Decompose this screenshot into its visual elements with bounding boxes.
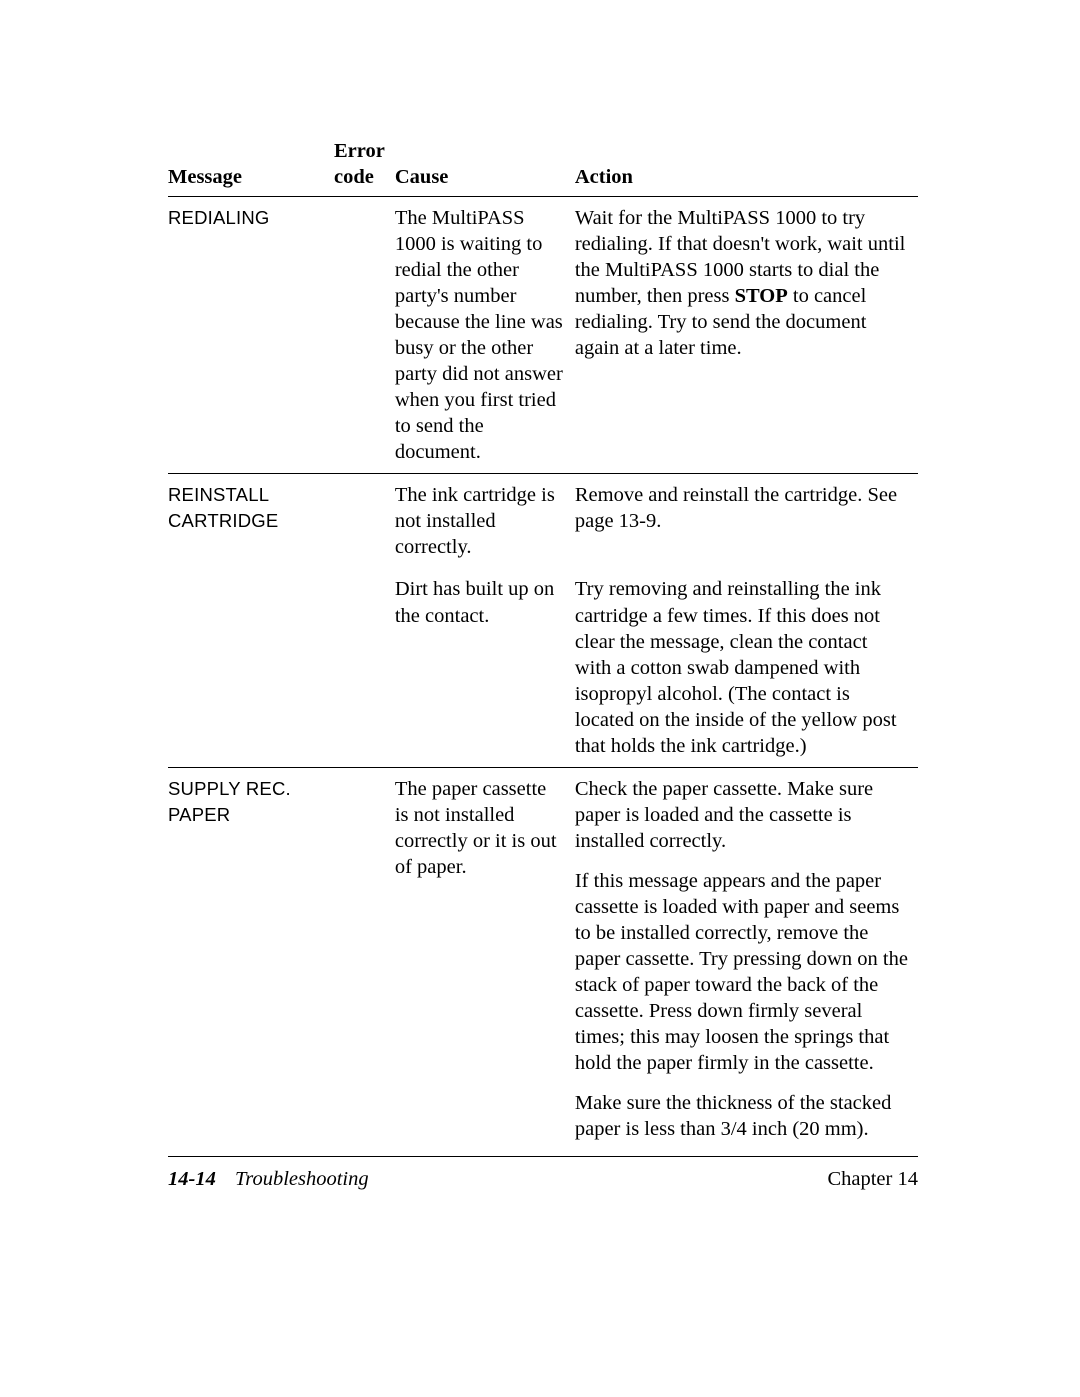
table-row: SUPPLY REC. PAPER The paper cassette is … (168, 768, 918, 1150)
page-content: Message Error code Cause Action REDIALIN… (168, 138, 918, 1150)
action-bold: STOP (735, 285, 788, 307)
hdr-cause: Cause (395, 138, 575, 197)
action-text: If this message appears and the paper ca… (575, 868, 908, 1076)
action-pre: Check the paper cassette. Make sure pape… (575, 778, 873, 852)
table-row: Dirt has built up on the contact. Try re… (168, 568, 918, 767)
table-row: REINSTALL CARTRIDGE The ink cartridge is… (168, 474, 918, 568)
footer-left: 14-14 Troubleshooting (168, 1168, 369, 1191)
hdr-error-code: Error code (334, 138, 395, 197)
action-pre: Make sure the thickness of the stacked p… (575, 1092, 892, 1140)
section-title: Troubleshooting (235, 1168, 369, 1190)
chapter-label: Chapter 14 (827, 1168, 918, 1191)
cause-text: Dirt has built up on the contact. (395, 576, 565, 628)
action-text: Make sure the thickness of the stacked p… (575, 1090, 908, 1142)
page-footer: 14-14 Troubleshooting Chapter 14 (168, 1168, 918, 1191)
footer-rule (168, 1156, 918, 1157)
action-pre: Remove and reinstall the cartridge. See … (575, 484, 897, 532)
action-text: Wait for the MultiPASS 1000 to try redia… (575, 205, 908, 361)
action-pre: If this message appears and the paper ca… (575, 870, 908, 1074)
msg-text: REINSTALL CARTRIDGE (168, 484, 278, 531)
hdr-error-l1: Error (334, 138, 385, 164)
action-text: Remove and reinstall the cartridge. See … (575, 482, 908, 534)
action-text: Try removing and reinstalling the ink ca… (575, 576, 908, 758)
table-header-row: Message Error code Cause Action (168, 138, 918, 197)
error-code (334, 474, 395, 568)
table-row: REDIALING The MultiPASS 1000 is waiting … (168, 197, 918, 474)
cause-text: The MultiPASS 1000 is waiting to redial … (395, 205, 565, 465)
cause-text: The paper cassette is not installed corr… (395, 776, 565, 880)
error-code (334, 197, 395, 474)
hdr-error-l2: code (334, 164, 385, 190)
action-text: Check the paper cassette. Make sure pape… (575, 776, 908, 854)
msg-text: REDIALING (168, 207, 270, 228)
hdr-action: Action (575, 138, 918, 197)
error-table: Message Error code Cause Action REDIALIN… (168, 138, 918, 1150)
cause-text: The ink cartridge is not installed corre… (395, 482, 565, 560)
error-code (334, 768, 395, 1150)
msg-text: SUPPLY REC. PAPER (168, 778, 291, 825)
hdr-message: Message (168, 138, 334, 197)
page-number: 14-14 (168, 1168, 216, 1190)
action-pre: Try removing and reinstalling the ink ca… (575, 578, 897, 756)
